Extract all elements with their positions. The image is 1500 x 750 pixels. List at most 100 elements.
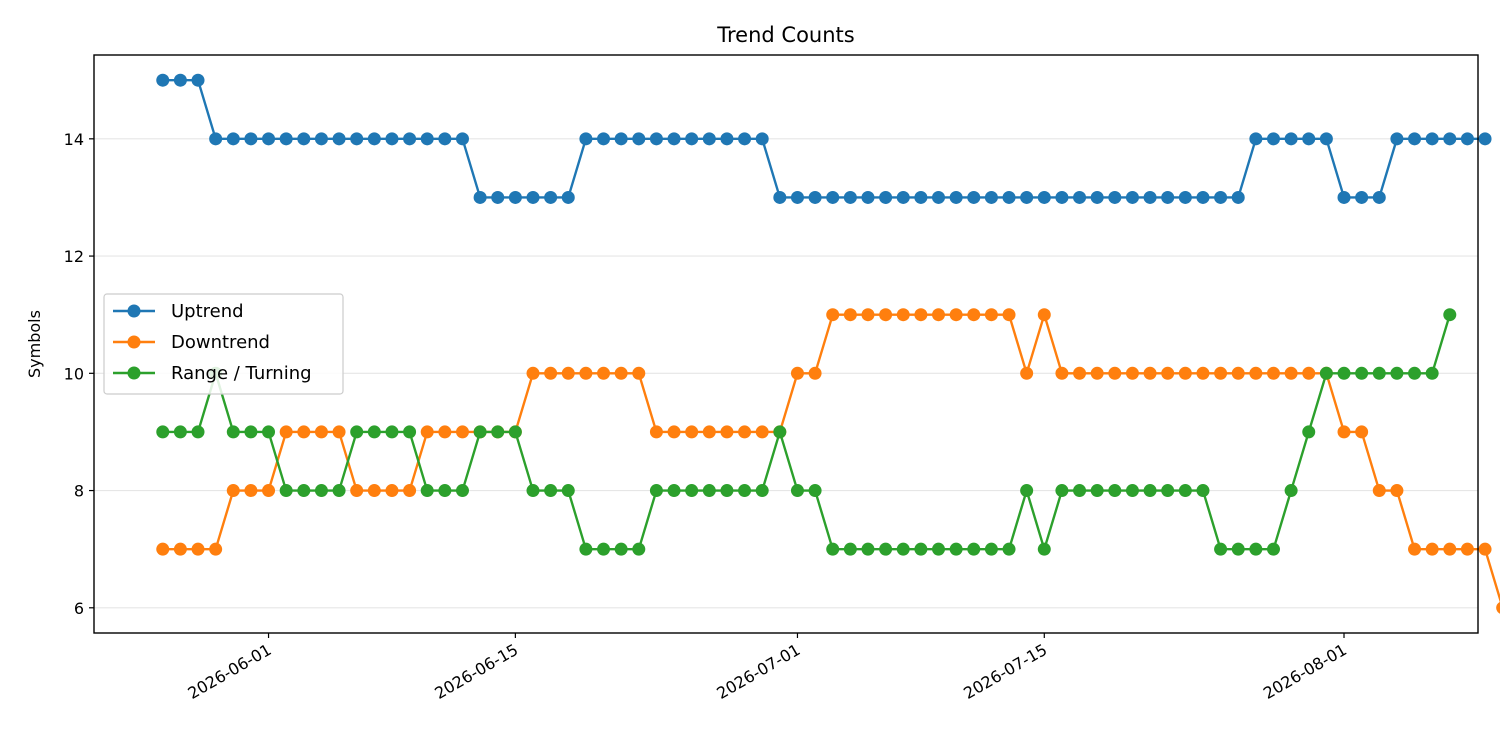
data-point — [491, 425, 505, 439]
data-point — [1408, 542, 1422, 556]
data-point — [773, 190, 787, 204]
y-tick-label: 6 — [74, 599, 84, 618]
data-point — [544, 366, 558, 380]
data-point — [561, 366, 575, 380]
legend-marker — [127, 304, 141, 318]
data-point — [332, 484, 346, 498]
data-point — [350, 484, 364, 498]
data-point — [826, 542, 840, 556]
data-point — [156, 73, 170, 87]
y-axis-label: Symbols — [25, 310, 44, 378]
data-point — [1478, 542, 1492, 556]
data-point — [1460, 542, 1474, 556]
data-point — [1355, 190, 1369, 204]
data-point — [667, 484, 681, 498]
data-point — [332, 132, 346, 146]
data-point — [755, 484, 769, 498]
data-point — [491, 190, 505, 204]
data-point — [685, 132, 699, 146]
data-point — [508, 425, 522, 439]
data-point — [667, 132, 681, 146]
data-point — [438, 484, 452, 498]
data-point — [949, 542, 963, 556]
data-point — [1090, 484, 1104, 498]
data-point — [191, 542, 205, 556]
series-range-turning — [156, 308, 1457, 556]
data-point — [544, 484, 558, 498]
data-point — [738, 484, 752, 498]
data-point — [173, 73, 187, 87]
data-point — [1372, 484, 1386, 498]
data-point — [403, 425, 417, 439]
data-point — [790, 366, 804, 380]
data-point — [226, 425, 240, 439]
data-point — [1020, 484, 1034, 498]
data-point — [314, 132, 328, 146]
data-point — [738, 425, 752, 439]
series-downtrend — [156, 308, 1500, 614]
data-point — [297, 484, 311, 498]
data-point — [1425, 132, 1439, 146]
data-point — [1425, 542, 1439, 556]
data-point — [702, 425, 716, 439]
data-point — [1231, 542, 1245, 556]
data-point — [984, 308, 998, 322]
data-point — [244, 132, 258, 146]
y-tick-label: 8 — [74, 482, 84, 501]
data-point — [932, 308, 946, 322]
data-point — [1443, 308, 1457, 322]
data-point — [473, 425, 487, 439]
data-point — [262, 425, 276, 439]
data-point — [1090, 190, 1104, 204]
data-point — [808, 190, 822, 204]
y-tick-label: 12 — [64, 247, 84, 266]
data-point — [1143, 484, 1157, 498]
data-point — [1108, 190, 1122, 204]
data-point — [403, 132, 417, 146]
legend-label: Range / Turning — [171, 363, 312, 384]
data-point — [526, 484, 540, 498]
data-point — [896, 542, 910, 556]
data-point — [1055, 366, 1069, 380]
data-point — [1443, 132, 1457, 146]
data-point — [1319, 366, 1333, 380]
data-point — [297, 425, 311, 439]
data-point — [1178, 484, 1192, 498]
data-point — [597, 542, 611, 556]
data-point — [385, 425, 399, 439]
data-point — [843, 542, 857, 556]
data-point — [1073, 190, 1087, 204]
data-point — [755, 425, 769, 439]
data-point — [1055, 190, 1069, 204]
chart-title: Trend Counts — [716, 23, 854, 47]
legend-marker — [127, 366, 141, 380]
data-point — [967, 308, 981, 322]
data-point — [350, 132, 364, 146]
data-point — [367, 484, 381, 498]
data-point — [632, 542, 646, 556]
data-point — [1108, 366, 1122, 380]
data-point — [1408, 132, 1422, 146]
data-point — [826, 308, 840, 322]
data-point — [808, 484, 822, 498]
data-point — [262, 484, 276, 498]
data-point — [1161, 484, 1175, 498]
data-point — [1002, 542, 1016, 556]
axes: 6 8 10 12 14 2026-06-01 2026-06-15 2026-07-01 20… — [64, 130, 1350, 703]
data-point — [879, 190, 893, 204]
data-point — [385, 132, 399, 146]
data-point — [1266, 132, 1280, 146]
legend-label: Uptrend — [171, 301, 244, 322]
data-point — [1143, 366, 1157, 380]
data-point — [420, 484, 434, 498]
data-point — [226, 484, 240, 498]
legend-box — [103, 293, 344, 395]
data-point — [191, 425, 205, 439]
data-point — [1460, 132, 1474, 146]
data-point — [1284, 132, 1298, 146]
data-point — [156, 425, 170, 439]
data-point — [1214, 366, 1228, 380]
data-point — [561, 484, 575, 498]
data-point — [1090, 366, 1104, 380]
